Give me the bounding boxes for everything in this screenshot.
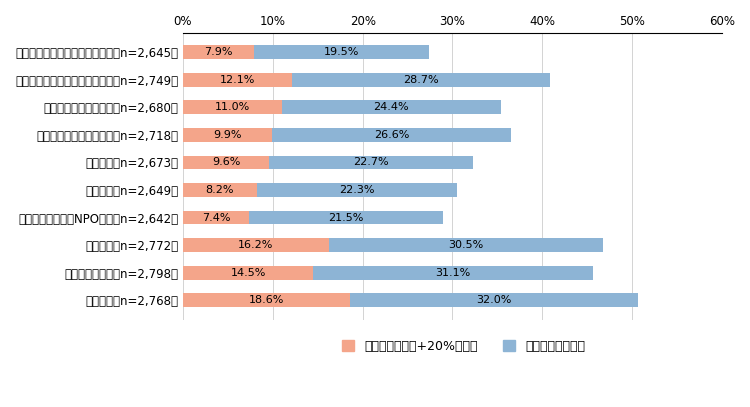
Bar [292, 73, 550, 87]
Text: 9.9%: 9.9% [213, 130, 242, 140]
Bar [250, 211, 442, 225]
Text: 7.4%: 7.4% [202, 212, 230, 223]
Bar [183, 73, 292, 87]
Bar [183, 155, 269, 169]
Text: 22.3%: 22.3% [339, 185, 374, 195]
Bar [350, 293, 638, 307]
Bar [314, 266, 592, 280]
Text: 28.7%: 28.7% [403, 75, 439, 85]
Bar [282, 101, 501, 114]
Bar [272, 128, 511, 142]
Text: 11.0%: 11.0% [214, 102, 250, 112]
Bar [183, 183, 256, 197]
Bar [269, 155, 473, 169]
Legend: 増加している（+20%以上）, やや増加している: 増加している（+20%以上）, やや増加している [335, 334, 591, 359]
Text: 22.7%: 22.7% [353, 158, 389, 167]
Bar [183, 293, 350, 307]
Text: 7.9%: 7.9% [204, 47, 232, 57]
Bar [183, 211, 250, 225]
Text: 21.5%: 21.5% [328, 212, 364, 223]
Text: 12.1%: 12.1% [220, 75, 255, 85]
Text: 8.2%: 8.2% [206, 185, 234, 195]
Text: 9.6%: 9.6% [212, 158, 240, 167]
Bar [183, 128, 272, 142]
Bar [183, 266, 314, 280]
Text: 26.6%: 26.6% [374, 130, 409, 140]
Text: 31.1%: 31.1% [435, 268, 470, 278]
Bar [183, 101, 282, 114]
Text: 16.2%: 16.2% [238, 240, 274, 250]
Text: 18.6%: 18.6% [249, 295, 284, 305]
Text: 24.4%: 24.4% [374, 102, 410, 112]
Bar [254, 45, 429, 59]
Bar [328, 238, 602, 252]
Text: 30.5%: 30.5% [448, 240, 483, 250]
Bar [183, 238, 328, 252]
Bar [256, 183, 457, 197]
Text: 14.5%: 14.5% [230, 268, 266, 278]
Text: 32.0%: 32.0% [476, 295, 512, 305]
Text: 19.5%: 19.5% [324, 47, 359, 57]
Bar [183, 45, 254, 59]
